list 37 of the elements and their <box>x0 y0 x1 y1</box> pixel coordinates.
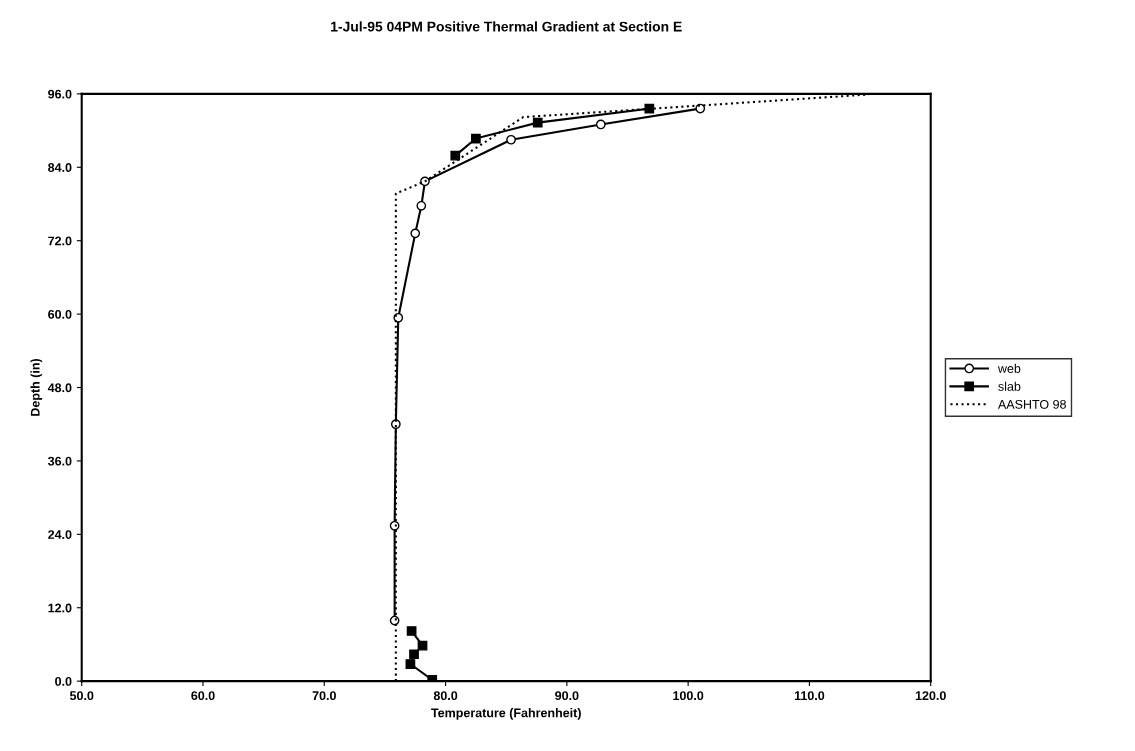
x-axis-title: Temperature (Fahrenheit) <box>431 708 581 720</box>
legend-label: slab <box>998 381 1021 391</box>
point <box>595 119 606 130</box>
point <box>644 103 655 114</box>
point <box>532 117 543 128</box>
x-tick-label: 80.0 <box>433 691 458 701</box>
x-tick-label: 60.0 <box>191 691 215 701</box>
y-tick-label: 96.0 <box>48 89 72 99</box>
point <box>416 200 427 211</box>
x-tick-label: 70.0 <box>312 691 336 701</box>
point <box>406 626 417 636</box>
legend-label: AASHTO 98 <box>997 399 1066 409</box>
point <box>405 659 416 669</box>
x-tick-label: 120.0 <box>915 691 946 701</box>
y-tick-label: 36.0 <box>47 456 72 466</box>
y-axis-title: Depth (in) <box>30 358 43 416</box>
x-tick-label: 90.0 <box>555 691 579 701</box>
y-tick-label: 12.0 <box>48 603 72 613</box>
point <box>409 649 419 660</box>
point <box>471 133 481 144</box>
y-tick-label: 0.0 <box>55 676 72 686</box>
x-tick-label: 50.0 <box>69 691 94 701</box>
y-tick-label: 72.0 <box>48 236 72 246</box>
point <box>417 640 428 651</box>
x-tick-label: 110.0 <box>794 691 825 701</box>
x-tick-label: 100.0 <box>673 691 704 701</box>
legend-label: web <box>997 363 1021 373</box>
point <box>389 520 400 531</box>
y-tick-label: 60.0 <box>48 309 72 319</box>
point <box>695 103 706 114</box>
y-tick-label: 24.0 <box>48 530 72 539</box>
point <box>410 228 421 239</box>
y-tick-label: 48.0 <box>47 383 72 393</box>
point <box>506 134 516 145</box>
y-tick-label: 84.0 <box>48 163 72 172</box>
chart-title: 1-Jul-95 04PM Positive Thermal Gradient at Section E <box>331 21 682 32</box>
point <box>450 150 461 161</box>
